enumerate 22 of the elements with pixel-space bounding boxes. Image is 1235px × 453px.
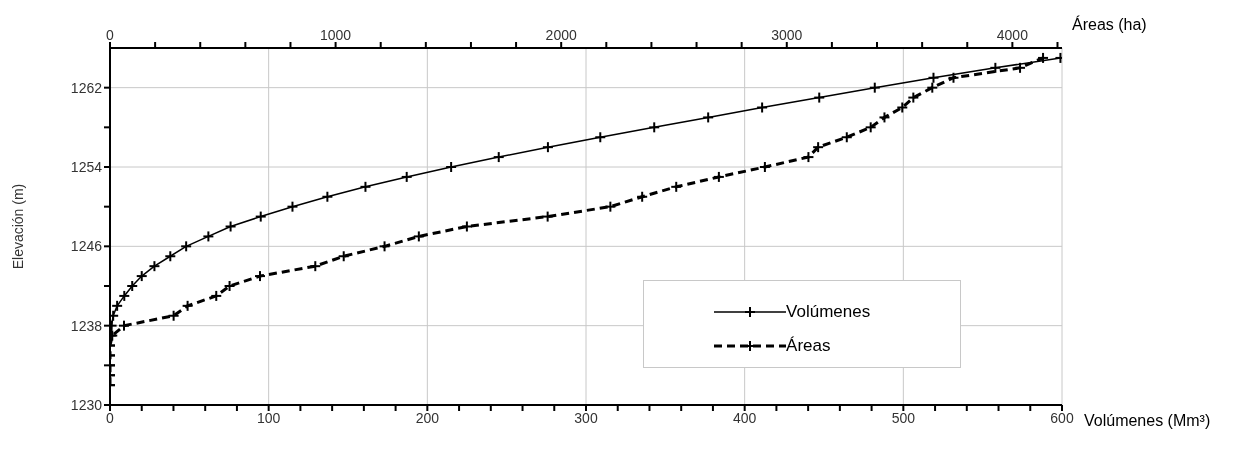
x2-tick-label: 1000: [320, 27, 352, 43]
x-axis-title: Volúmenes (Mm³): [1084, 412, 1211, 429]
y-tick-label: 1230: [70, 396, 103, 413]
y-tick-label: 1262: [70, 79, 103, 96]
x2-tick-label: 4000: [996, 27, 1029, 43]
x2-tick-label: 2000: [545, 27, 577, 43]
y-tick-label: 1246: [70, 238, 103, 255]
x-tick-label: 300: [574, 409, 598, 426]
x-tick-label: 0: [106, 409, 115, 426]
legend-label: Áreas: [786, 336, 831, 356]
y-tick-label: 1254: [70, 158, 103, 175]
x2-tick-label: 0: [106, 27, 115, 43]
y-axis-title: Elevación (m): [10, 183, 26, 270]
x-tick-label: 600: [1050, 409, 1074, 426]
x2-tick-label: 3000: [771, 27, 803, 43]
x-tick-label: 200: [415, 409, 440, 426]
legend-label: Volúmenes: [786, 302, 871, 322]
x2-axis-title: Áreas (ha): [1072, 15, 1147, 33]
x-tick-label: 400: [732, 409, 757, 426]
x-tick-label: 500: [891, 409, 916, 426]
y-tick-label: 1238: [70, 317, 103, 334]
x-tick-label: 100: [256, 409, 281, 426]
